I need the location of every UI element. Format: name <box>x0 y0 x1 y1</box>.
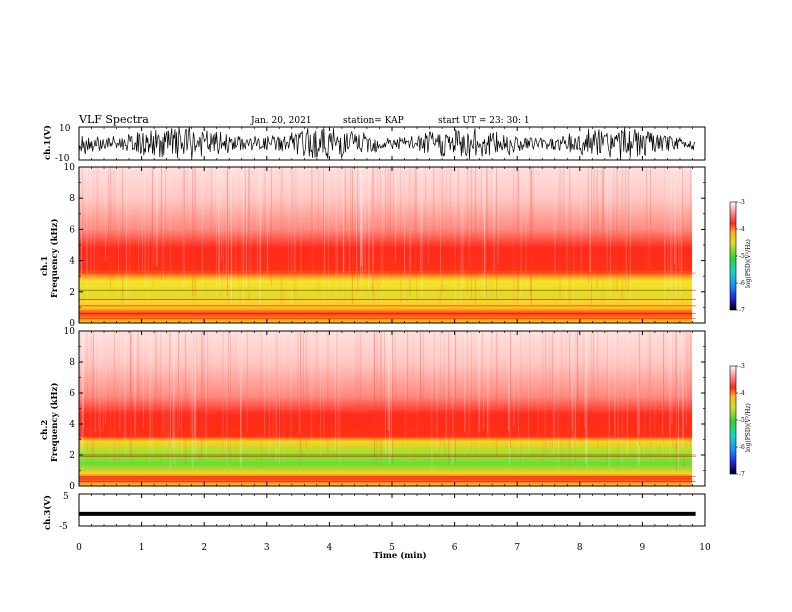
ch2-channel-label: ch.2 <box>40 420 50 440</box>
time-axis-label: Time (min) <box>373 550 426 561</box>
ch1-spectrogram-image <box>79 167 692 323</box>
y-tick-label: 8 <box>69 358 75 368</box>
y-tick-label: 0 <box>69 319 75 329</box>
ch1-spectrogram-streaks <box>78 167 696 319</box>
x-tick-label: 2 <box>201 543 207 553</box>
y-tick-label: 10 <box>64 327 76 337</box>
header-date: Jan. 20, 2021 <box>250 116 312 126</box>
y-tick-label: 2 <box>69 451 75 461</box>
ch2-colorbar-label: log(PSD)(V²/Hz) <box>745 403 752 452</box>
ch3-signal-line <box>79 511 696 516</box>
figure-title: VLF Spectra <box>78 113 149 126</box>
x-tick-label: 4 <box>327 543 333 553</box>
ch2-frequency-ticks: 0 2 4 6 8 10 <box>64 327 705 492</box>
y-tick-label: 4 <box>69 420 75 430</box>
ch2-colorbar-ticks: -3 -4 -5 -6 -7 <box>736 363 745 478</box>
ch2-colorbar: -3 -4 -5 -6 -7 log(PSD)(V²/Hz) <box>729 363 752 478</box>
ch2-colorbar-scale <box>729 365 737 475</box>
y-tick-label: 10 <box>64 163 76 173</box>
colorbar-tick-label: -4 <box>739 390 745 397</box>
ch1-ytick-bottom: -10 <box>55 154 70 164</box>
x-tick-label: 3 <box>264 543 270 553</box>
x-tick-label: 5 <box>389 543 395 553</box>
colorbar-tick-label: -7 <box>739 307 745 314</box>
ch2-spectrogram-panel: 0 2 4 6 8 10 ch.2 Frequency (kHz) -3 -4 -5 -6 -7 … <box>40 327 752 492</box>
ch1-signal-line <box>78 126 695 161</box>
ch1-colorbar-ticks: -3 -4 -5 -6 -7 <box>736 199 745 314</box>
x-tick-label: 9 <box>640 543 646 553</box>
colorbar-tick-label: -3 <box>739 199 745 206</box>
colorbar-tick-label: -6 <box>739 280 745 287</box>
colorbar-tick-label: -3 <box>739 363 745 370</box>
x-tick-label: 1 <box>139 543 145 553</box>
time-axis: 0 1 2 3 4 5 6 7 8 9 10 Time (min) <box>76 127 711 561</box>
ch1-frequency-ticks: 0 2 4 6 8 10 <box>64 163 705 329</box>
header-start-time: start UT = 23: 30: 1 <box>438 116 530 126</box>
ch2-frequency-ylabel: Frequency (kHz) <box>49 383 60 462</box>
colorbar-tick-label: -5 <box>739 417 745 424</box>
y-tick-label: 4 <box>69 257 75 267</box>
y-tick-label: 0 <box>69 482 75 492</box>
y-tick-label: 6 <box>69 389 75 399</box>
x-tick-label: 0 <box>76 543 82 553</box>
y-tick-label: 2 <box>69 288 75 298</box>
ch3-waveform-ylabel: ch.3(V) <box>42 495 53 530</box>
figure-header: VLF Spectra Jan. 20, 2021 station= KAP s… <box>78 113 530 126</box>
ch1-spectrogram-panel: 0 2 4 6 8 10 ch.1 Frequency (kHz) -3 -4 -5 -6 -7 … <box>40 163 752 329</box>
x-tick-label: 10 <box>699 543 711 553</box>
ch3-waveform-trace <box>79 511 696 516</box>
ch1-colorbar-label: log(PSD)(V²/Hz) <box>745 239 752 288</box>
x-tick-label: 7 <box>514 543 520 553</box>
y-tick-label: 6 <box>69 225 75 235</box>
time-axis-ticks: 0 1 2 3 4 5 6 7 8 9 10 <box>76 127 711 553</box>
ch3-waveform-frame <box>78 493 706 527</box>
ch3-ytick-bottom: -5 <box>59 522 68 532</box>
colorbar-tick-label: -7 <box>739 471 745 478</box>
ch2-spectrogram-streaks <box>79 331 696 482</box>
ch3-ytick-top: 5 <box>63 492 69 502</box>
ch1-frequency-ylabel: Frequency (kHz) <box>49 219 60 298</box>
ch1-ytick-top: 10 <box>59 124 71 134</box>
ch1-channel-label: ch.1 <box>40 256 50 276</box>
ch1-waveform-trace <box>78 126 695 161</box>
ch1-colorbar: -3 -4 -5 -6 -7 log(PSD)(V²/Hz) <box>729 199 752 314</box>
colorbar-tick-label: -4 <box>739 226 745 233</box>
colorbar-tick-label: -6 <box>739 444 745 451</box>
ch1-colorbar-scale <box>729 201 737 311</box>
x-tick-label: 8 <box>577 543 583 553</box>
header-station: station= KAP <box>343 116 404 126</box>
ch1-waveform-ylabel: ch.1(V) <box>42 125 53 160</box>
colorbar-tick-label: -5 <box>739 253 745 260</box>
ch2-spectrogram-image <box>79 331 692 486</box>
y-tick-label: 8 <box>69 194 75 204</box>
x-tick-label: 6 <box>452 543 458 553</box>
